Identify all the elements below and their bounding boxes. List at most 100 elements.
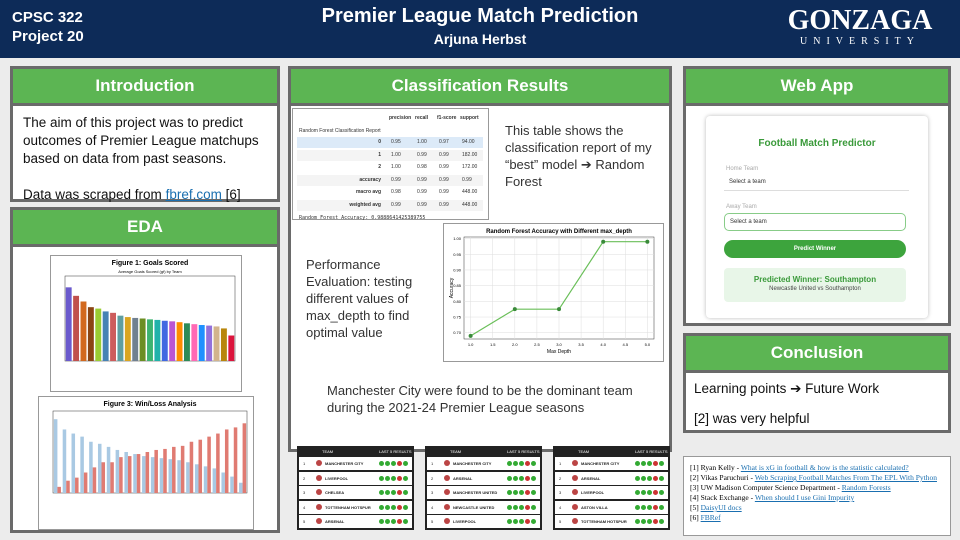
crest xyxy=(572,474,578,481)
y-tick-label: 0.85 xyxy=(453,283,462,288)
select[interactable]: Select a team xyxy=(724,174,909,191)
bar xyxy=(168,459,173,493)
reference-link[interactable]: What is xG in football & how is the stat… xyxy=(740,463,909,472)
point xyxy=(645,239,650,244)
y-tick-label: 0.80 xyxy=(453,299,462,304)
field-label: Home Team xyxy=(726,166,759,172)
reference: [5] DaisyUI docs xyxy=(690,503,944,513)
bar xyxy=(142,456,146,493)
bar xyxy=(233,427,238,493)
row-label: 2 xyxy=(378,164,381,170)
cell: 0.95 xyxy=(391,139,401,145)
x-tick-label: 1.0 xyxy=(468,342,474,347)
result-dot xyxy=(391,490,396,495)
bar xyxy=(127,456,132,493)
result-dot xyxy=(397,461,402,466)
result-dot xyxy=(385,475,390,481)
result-dot xyxy=(379,504,384,510)
result: Predicted Winner: Southampton xyxy=(753,275,877,284)
result-dot xyxy=(635,490,640,495)
winloss-chart: Figure 3: Win/Loss Analysis xyxy=(38,396,254,530)
result-dot xyxy=(659,461,664,466)
result-dot xyxy=(525,519,530,524)
bar xyxy=(97,443,102,493)
bar xyxy=(189,441,194,493)
cell: 0.99 xyxy=(391,176,401,183)
link[interactable]: fbref.com xyxy=(165,187,222,202)
table-row: 1 MANCHESTER CITY xyxy=(299,457,412,470)
crest xyxy=(444,474,450,481)
rank: 2 xyxy=(303,475,306,481)
cell: 0.98 xyxy=(417,164,427,170)
reference-link[interactable]: When should I use Gini Impurity xyxy=(754,493,855,502)
bar xyxy=(161,320,168,361)
x-tick-label: 5.0 xyxy=(645,342,651,347)
result-dot xyxy=(641,504,646,510)
select[interactable]: Select a team xyxy=(724,213,906,231)
result-dot xyxy=(403,504,408,510)
bar xyxy=(65,287,72,361)
result-dot xyxy=(391,475,396,481)
app-card: Football Match Predictor Home Team Selec… xyxy=(706,116,928,318)
reference-link[interactable]: Random Forests xyxy=(841,483,891,492)
reference-link[interactable]: FBRef xyxy=(700,513,721,522)
result-dot xyxy=(403,461,408,466)
row-bg xyxy=(297,199,483,211)
column-header: f1-score xyxy=(437,115,457,121)
result-dot xyxy=(647,519,652,524)
predict-button[interactable]: Predict Winner xyxy=(724,240,906,258)
cell: 1.00 xyxy=(391,151,401,158)
team: LIVERPOOL xyxy=(453,519,477,524)
bar xyxy=(119,457,123,493)
bar xyxy=(73,295,80,361)
intro-text: [6] xyxy=(221,187,241,202)
x-tick-label: 4.5 xyxy=(622,342,628,347)
x-tick-label: 3.0 xyxy=(556,342,562,347)
bar xyxy=(224,429,229,493)
rank: 4 xyxy=(559,504,562,510)
result-dot xyxy=(635,461,640,466)
rank: 2 xyxy=(559,475,562,481)
reference-text: [4] Stack Exchange - xyxy=(690,493,755,502)
result-dot xyxy=(397,490,402,495)
reference: [2] Vikas Paruchuri - Web Scraping Footb… xyxy=(690,473,944,483)
standings-table: TEAM LAST 5 RESULTS 1 MANCHESTER CITY 2 ARSEN… xyxy=(553,446,670,530)
bar xyxy=(145,452,150,493)
result-dot xyxy=(531,475,536,481)
result-dot xyxy=(519,504,524,510)
bar xyxy=(194,464,199,493)
result-dot xyxy=(391,504,396,510)
result-dot xyxy=(385,490,390,495)
result-dot xyxy=(519,475,524,481)
table-header: TEAM xyxy=(450,449,462,454)
plot-area xyxy=(52,410,248,494)
report-text: This table shows the classification repo… xyxy=(505,123,652,189)
column-header: precision xyxy=(389,115,412,121)
result-dot xyxy=(385,461,390,466)
result-sub: Newcastle United vs Southampton xyxy=(769,286,861,292)
cell: 0.97 xyxy=(439,139,449,145)
row-bg xyxy=(297,187,483,198)
table-row: 1 MANCHESTER CITY xyxy=(555,457,668,470)
cell: 182.00 xyxy=(462,151,478,158)
reference-link[interactable]: Web Scraping Football Matches From The E… xyxy=(754,473,937,482)
reference-link[interactable]: DaisyUI docs xyxy=(700,503,742,512)
standings-table: TEAM LAST 5 RESULTS 1 MANCHESTER CITY 2 ARSEN… xyxy=(425,446,542,530)
x-tick-label: 2.0 xyxy=(512,342,518,347)
rank: 5 xyxy=(431,519,434,524)
team: MANCHESTER CITY xyxy=(325,461,364,466)
result-dot xyxy=(519,490,524,495)
result-dot xyxy=(397,475,402,481)
team: MANCHESTER UNITED xyxy=(453,490,498,495)
cell: 0.99 xyxy=(439,176,449,183)
team: CHELSEA xyxy=(325,490,345,495)
row-label: weighted avg xyxy=(349,201,381,208)
result-dot xyxy=(379,475,384,481)
bar xyxy=(106,446,111,493)
chart-title: Figure 3: Win/Loss Analysis xyxy=(103,401,196,408)
bar xyxy=(186,462,190,493)
cell: 1.00 xyxy=(417,139,427,145)
intro-panel: Introduction The aim of this project was… xyxy=(10,66,280,202)
rank: 3 xyxy=(431,490,434,495)
result-dot xyxy=(635,475,640,481)
